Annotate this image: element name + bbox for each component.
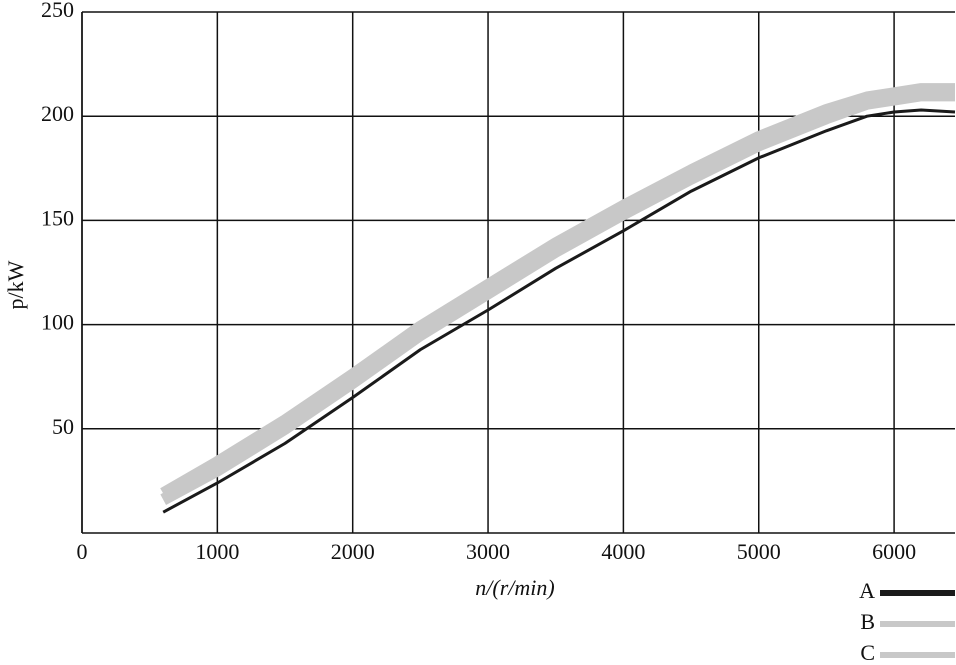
y-tick-label: 250: [41, 0, 74, 22]
series-line: [160, 83, 955, 499]
x-axis-label: n/(r/min): [475, 575, 554, 600]
y-axis-label: p/kW: [3, 260, 28, 309]
x-tick-label: 0: [77, 539, 88, 564]
y-tick-label: 200: [41, 101, 74, 126]
series-line: [160, 89, 955, 505]
legend-label: B: [860, 609, 875, 634]
x-tick-label: 5000: [737, 539, 781, 564]
x-tick-label: 4000: [601, 539, 645, 564]
x-tick-label: 2000: [331, 539, 375, 564]
y-tick-label: 100: [41, 310, 74, 335]
legend-label: C: [860, 640, 875, 665]
x-tick-label: 1000: [195, 539, 239, 564]
x-tick-label: 6000: [872, 539, 916, 564]
y-tick-label: 150: [41, 205, 74, 230]
legend-label: A: [859, 578, 875, 603]
y-tick-label: 50: [52, 414, 74, 439]
x-tick-label: 3000: [466, 539, 510, 564]
series-line: [162, 108, 956, 514]
